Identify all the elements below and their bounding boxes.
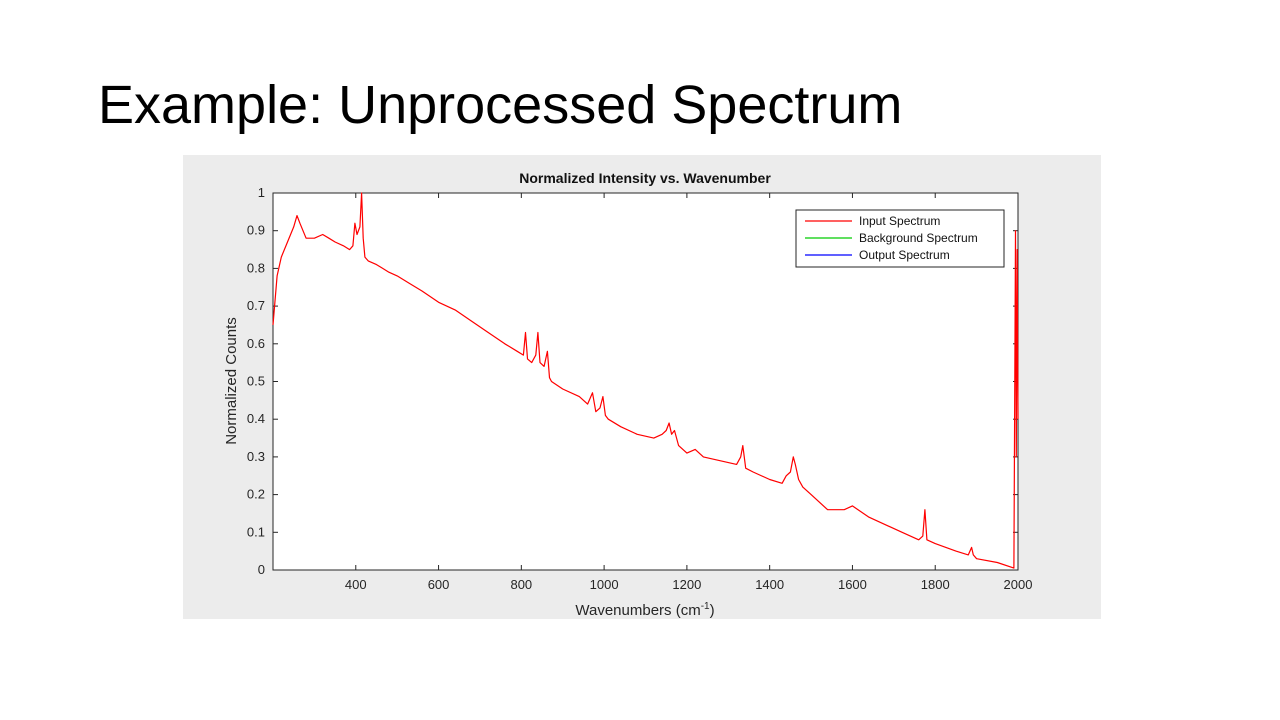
x-axis: 400 600 800 1000 1200 1400 1600 1800 2000 [345,193,1033,592]
chart-canvas: Normalized Intensity vs. Wavenumber 0 0.1… [223,170,1033,619]
x-tick-label: 1800 [921,577,950,592]
x-tick-label: 2000 [1004,577,1033,592]
chart-title: Normalized Intensity vs. Wavenumber [519,170,771,186]
x-tick-label: 1400 [755,577,784,592]
x-axis-label-main: Wavenumbers (cm [575,602,700,619]
x-tick-label: 1000 [590,577,619,592]
legend-label: Input Spectrum [859,214,940,228]
slide-title: Example: Unprocessed Spectrum [98,75,903,135]
x-tick-label: 600 [428,577,450,592]
y-tick-label: 0.2 [247,487,265,502]
y-tick-label: 0.1 [247,524,265,539]
x-tick-label: 400 [345,577,367,592]
legend-label: Background Spectrum [859,231,978,245]
x-axis-label-suffix: ) [710,602,715,619]
legend: Input Spectrum Background Spectrum Output … [795,209,1005,268]
y-tick-label: 0.7 [247,298,265,313]
y-tick-label: 0.4 [247,411,265,426]
y-tick-label: 0.9 [247,223,265,238]
x-axis-label-sup: -1 [701,601,710,612]
x-tick-label: 1200 [672,577,701,592]
y-tick-label: 0.5 [247,374,265,389]
y-axis-label: Normalized Counts [223,317,240,445]
x-axis-label: Wavenumbers (cm-1) [575,601,714,619]
series-line-input-spectrum [272,192,1019,569]
chart-figure: Normalized Intensity vs. Wavenumber 0 0.1… [183,155,1101,619]
x-tick-label: 1600 [838,577,867,592]
x-tick-label: 800 [510,577,532,592]
y-tick-label: 0.8 [247,260,265,275]
y-tick-label: 0.6 [247,336,265,351]
y-tick-label: 0 [258,562,265,577]
legend-label: Output Spectrum [859,248,950,262]
y-tick-label: 1 [258,185,265,200]
series-group [272,192,1019,569]
y-tick-label: 0.3 [247,449,265,464]
